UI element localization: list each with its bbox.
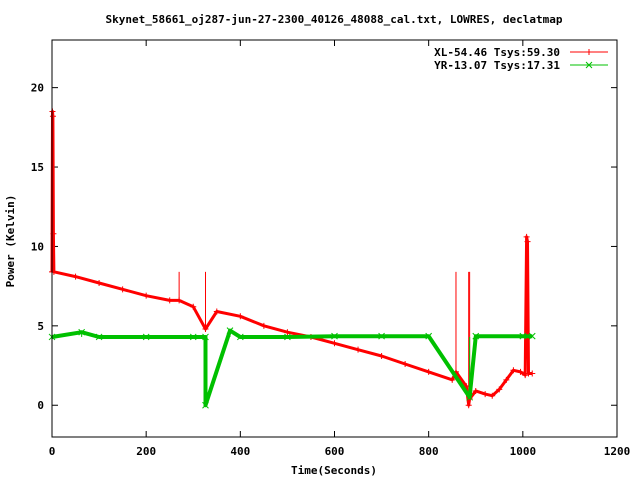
data-point-outlier [176,297,183,304]
x-tick-label: 600 [325,445,345,458]
data-point [402,360,409,367]
data-point [284,329,291,336]
x-axis-label: Time(Seconds) [291,464,377,477]
x-tick-label: 1200 [604,445,631,458]
legend-label: YR-13.07 Tsys:17.31 [434,59,560,72]
plot-area [48,108,536,409]
legend-marker [585,61,593,69]
data-point [378,332,385,340]
data-point [189,333,197,341]
data-point [142,333,150,341]
data-point [517,368,524,375]
y-tick-label: 0 [37,399,44,412]
x-tick-label: 1000 [510,445,537,458]
data-point [119,286,126,293]
data-point [425,368,432,375]
y-tick-label: 20 [31,82,44,95]
series-line [50,110,533,407]
data-point [213,308,220,315]
data-point [50,230,57,237]
data-point [202,333,209,341]
data-point [510,367,517,374]
data-point [425,332,433,340]
y-tick-label: 5 [37,320,44,333]
data-point [528,332,536,340]
data-point [355,346,362,353]
data-point [331,340,338,347]
data-point [143,292,150,299]
data-point [482,391,489,398]
data-point [96,279,103,286]
legend-label: XL-54.46 Tsys:59.30 [434,46,560,59]
data-point [49,113,56,120]
data-point [524,238,531,245]
data-point [529,370,536,377]
y-tick-label: 15 [31,161,44,174]
data-point [472,387,479,394]
x-tick-label: 200 [136,445,156,458]
data-point [489,392,496,399]
plot-frame [51,39,618,438]
data-point [190,303,197,310]
y-tick-label: 10 [31,240,44,253]
data-point-outlier [202,401,209,409]
data-point [378,353,385,360]
data-point [519,332,527,340]
legend-marker [586,49,592,55]
data-point [72,273,79,280]
x-axis: 0 200 400 600 800 1000 1200 [49,40,631,458]
x-tick-label: 400 [230,445,250,458]
data-point [284,333,291,341]
data-point [496,386,503,393]
data-point [237,313,244,320]
data-point-outlier [466,393,473,401]
x-tick-label: 0 [49,445,56,458]
data-point [449,376,456,383]
data-point [503,376,510,383]
chart-title: Skynet_58661_oj287-jun-27-2300_40126_480… [106,13,563,26]
data-point-outlier [465,402,472,409]
series-line [51,328,533,408]
data-point [522,372,529,379]
data-point [523,233,530,240]
data-point [331,332,338,340]
y-axis-label: Power (Kelvin) [4,195,17,288]
x-tick-label: 800 [419,445,439,458]
data-point [472,332,480,340]
series-1 [49,108,536,409]
data-point-outlier [78,328,86,336]
data-point [260,322,267,329]
series-2 [48,327,536,409]
data-point-outlier [202,326,209,333]
data-point [236,333,244,341]
data-point [95,333,103,341]
data-point-outlier [226,327,234,334]
data-point [166,297,173,304]
